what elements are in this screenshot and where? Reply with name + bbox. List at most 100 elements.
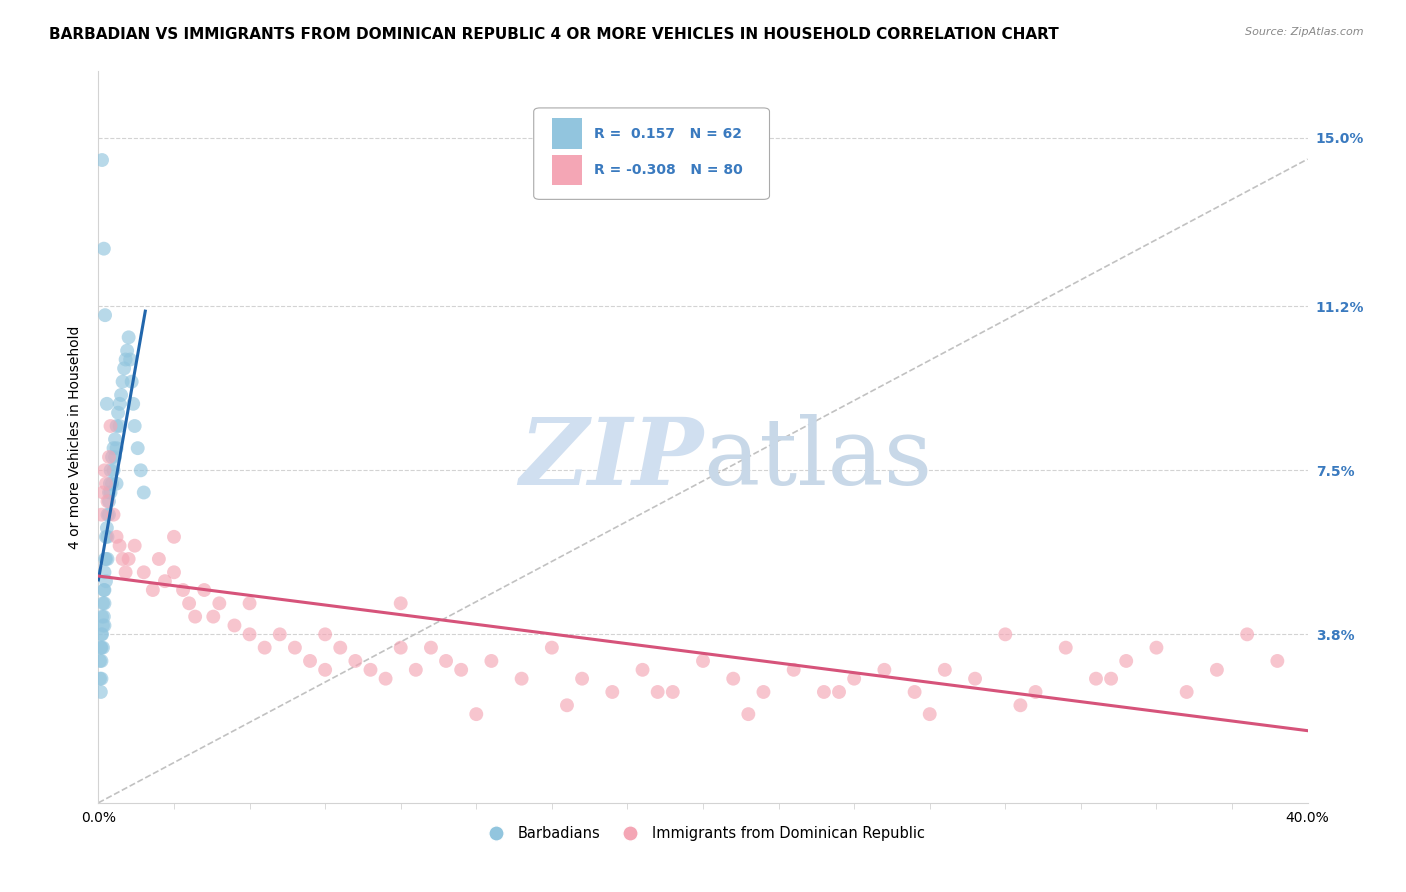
Text: BARBADIAN VS IMMIGRANTS FROM DOMINICAN REPUBLIC 4 OR MORE VEHICLES IN HOUSEHOLD : BARBADIAN VS IMMIGRANTS FROM DOMINICAN R… [49,27,1059,42]
Point [692,654,714,668]
Point [631,663,654,677]
Point [105,419,128,434]
Bar [551,118,582,149]
Point [737,707,759,722]
Point [465,707,488,722]
Point [91,627,114,641]
Point [105,441,128,455]
Bar [551,154,582,186]
Point [124,419,146,434]
Point [94,574,117,589]
Point [1099,672,1122,686]
Point [661,685,683,699]
Point [90,640,112,655]
Point [101,450,124,464]
Point [374,672,396,686]
Point [93,609,115,624]
Point [420,640,443,655]
Point [647,685,669,699]
Point [723,672,745,686]
Point [1024,685,1046,699]
Text: R =  0.157   N = 62: R = 0.157 N = 62 [595,127,742,141]
Point [434,654,457,668]
Point [329,640,352,655]
Point [314,663,336,677]
Point [934,663,956,677]
Point [112,361,135,376]
Point [344,654,367,668]
Point [108,397,131,411]
Point [148,552,170,566]
Point [104,432,127,446]
Point [602,685,624,699]
Point [98,494,121,508]
Point [153,574,176,589]
Point [783,663,806,677]
Point [918,707,941,722]
Point [96,521,118,535]
Point [96,552,118,566]
Point [118,552,141,566]
Point [752,685,775,699]
Point [91,640,114,655]
Point [571,672,593,686]
Point [101,476,124,491]
Point [904,685,927,699]
Point [115,343,138,358]
Point [224,618,246,632]
Point [360,663,382,677]
Point [93,582,115,597]
Point [1175,685,1198,699]
Point [114,352,136,367]
Point [93,596,115,610]
Point [1146,640,1168,655]
Point [98,508,121,522]
Point [90,685,112,699]
Point [450,663,472,677]
Point [91,153,114,167]
Point [239,627,262,641]
Point [163,530,186,544]
Point [110,388,132,402]
Point [1115,654,1137,668]
Point [965,672,987,686]
Point [405,663,427,677]
Point [389,596,412,610]
Point [108,419,131,434]
Text: atlas: atlas [703,414,932,504]
Point [284,640,307,655]
Point [94,552,117,566]
Point [91,596,114,610]
Point [1085,672,1108,686]
Point [314,627,336,641]
Point [1267,654,1289,668]
Point [91,485,114,500]
Point [114,566,136,580]
Point [1206,663,1229,677]
Point [481,654,503,668]
Point [510,672,533,686]
Point [1054,640,1077,655]
Point [93,463,115,477]
Point [90,640,112,655]
Point [540,640,562,655]
Point [193,582,215,597]
Point [94,476,117,491]
Point [828,685,851,699]
Point [93,582,115,597]
Point [253,640,276,655]
Point [208,596,231,610]
Point [124,539,146,553]
Point [107,406,129,420]
Point [96,494,118,508]
Point [91,609,114,624]
Point [120,352,142,367]
Point [873,663,896,677]
Point [389,640,412,655]
Point [184,609,207,624]
Point [94,530,117,544]
Point [129,463,152,477]
Y-axis label: 4 or more Vehicles in Household: 4 or more Vehicles in Household [69,326,83,549]
Point [555,698,578,713]
Point [111,375,134,389]
